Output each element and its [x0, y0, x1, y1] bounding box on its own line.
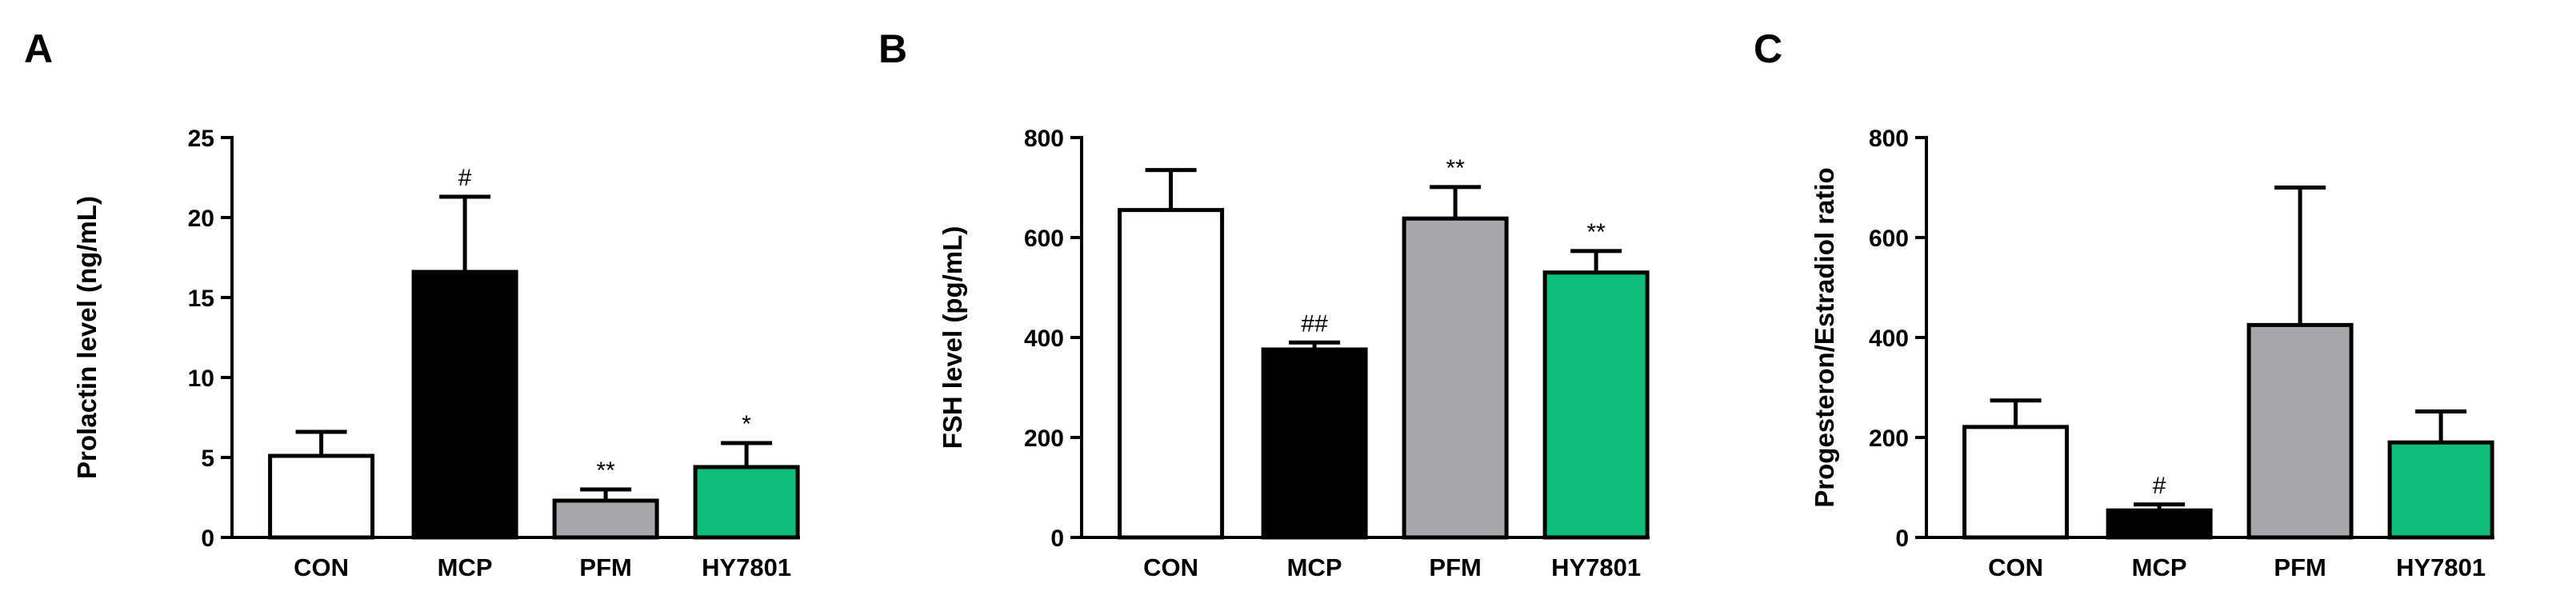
y-tick-label: 0	[201, 525, 214, 552]
significance-pfm: **	[1446, 155, 1465, 182]
bar-mcp	[411, 270, 518, 540]
y-tick-label: 200	[1869, 425, 1909, 452]
panel-a: A 0 5 10 15 20 25 Prolactin level (ng/mL) CON # MC…	[24, 26, 800, 581]
bar-pfm	[552, 498, 659, 540]
y-tick-label: 800	[1869, 126, 1909, 152]
significance-mcp: ##	[1301, 310, 1328, 337]
category-label-hy7801: HY7801	[2396, 553, 2486, 581]
y-tick-label: 400	[1024, 325, 1064, 352]
bar-con	[1118, 208, 1225, 540]
category-label-mcp: MCP	[2132, 553, 2187, 581]
bar-hy7801	[2387, 440, 2494, 540]
y-tick-label: 200	[1024, 425, 1064, 452]
y-tick-label: 20	[188, 206, 214, 232]
category-label-mcp: MCP	[438, 553, 493, 581]
y-axis-label: Prolactin level (ng/mL)	[72, 196, 102, 479]
category-label-hy7801: HY7801	[702, 553, 791, 581]
y-tick-label: 0	[1050, 525, 1064, 552]
category-label-con: CON	[294, 553, 349, 581]
y-axis-label: FSH level (pg/mL)	[938, 226, 967, 449]
y-tick-label: 0	[1895, 525, 1909, 552]
y-tick-label: 800	[1024, 126, 1064, 152]
bar-mcp	[1261, 347, 1368, 540]
y-tick-label: 600	[1024, 226, 1064, 252]
bar-hy7801	[1542, 270, 1650, 540]
significance-pfm: **	[596, 457, 615, 484]
category-label-pfm: PFM	[2274, 553, 2326, 581]
category-label-mcp: MCP	[1287, 553, 1342, 581]
category-label-con: CON	[1143, 553, 1198, 581]
y-tick-label: 10	[188, 365, 214, 392]
y-tick-label: 600	[1869, 226, 1909, 252]
y-tick-label: 25	[188, 126, 214, 152]
bar-pfm	[2246, 322, 2354, 540]
bar-con	[268, 453, 375, 540]
category-label-con: CON	[1988, 553, 2043, 581]
bar-hy7801	[693, 465, 800, 540]
y-tick-label: 400	[1869, 325, 1909, 352]
y-tick-label: 15	[188, 286, 214, 312]
panel-letter: A	[24, 26, 53, 71]
panel-c: C 0 200 400 600 800 Progesteron/Estradiol rati…	[1754, 26, 2494, 581]
significance-hy7801: **	[1586, 219, 1606, 246]
panel-b: B 0 200 400 600 800 FSH level (pg/mL) CON ## MCP *…	[878, 26, 1650, 581]
significance-mcp: #	[458, 165, 472, 191]
panel-letter: B	[878, 26, 907, 71]
category-label-pfm: PFM	[1429, 553, 1481, 581]
significance-mcp: #	[2153, 473, 2166, 499]
category-label-pfm: PFM	[579, 553, 631, 581]
significance-hy7801: *	[742, 411, 751, 437]
bar-mcp	[2106, 508, 2213, 540]
panel-letter: C	[1754, 26, 1782, 71]
y-axis-label: Progesteron/Estradiol ratio	[1810, 167, 1839, 507]
bar-con	[1962, 425, 2070, 540]
y-tick-label: 5	[201, 445, 214, 472]
bar-pfm	[1402, 216, 1509, 540]
category-label-hy7801: HY7801	[1551, 553, 1641, 581]
